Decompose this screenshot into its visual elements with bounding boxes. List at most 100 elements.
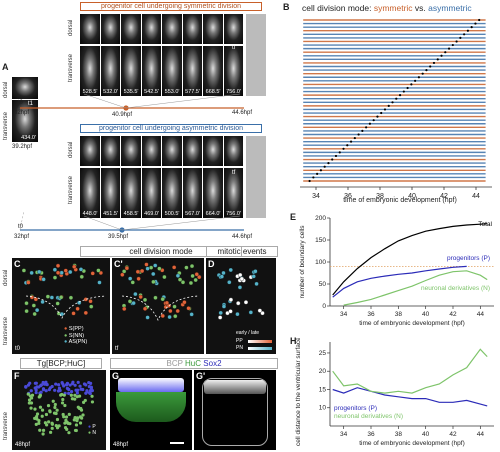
legend-snn: ● S(NN) [64,332,85,339]
panel-c-cell-dot [142,297,148,302]
sym-transverse-frame: 535.5' [121,46,141,96]
panel-g-huc-region [116,392,186,422]
asym-time-label: 567.0' [185,211,200,217]
panel-c-cell-dot [177,277,183,282]
sym-time-label: 553.0' [164,89,180,95]
panel-c-cell-dot [248,310,253,315]
panel-f-neuron-dot [67,431,71,435]
asym-transverse-frame: 567.0' [182,168,202,218]
panel-b-division-dot [368,122,372,125]
panel-g-sox2-band [118,378,184,392]
panel-f-neuron-dot [53,405,57,410]
chartE-y-tick-label: 50 [319,281,327,288]
panel-c-cell-dot [239,276,244,282]
asym-dorsal-frame [121,136,141,166]
panel-f-neuron-dot [41,428,46,432]
panel-f-neuron-dot [60,401,65,405]
asym-dorsal-label: dorsal [68,141,74,158]
panel-f-progenitor-dot [70,382,75,386]
asym-time-label: 469.0' [144,211,159,217]
panel-a-transverse-image: 434.0' [12,100,38,142]
panel-b-tick-label: 34 [312,193,320,200]
panel-c-cell-dot [243,300,249,305]
panel-f-neuron-dot [79,408,84,412]
asym-transverse-frame: 451.5' [100,168,120,218]
sym-tf: tf [232,45,236,51]
panel-c-cell-dot [71,311,76,316]
panel-f-neuron-dot [41,432,45,436]
asym-axis-mid: 39.5hpf [108,234,129,240]
panel-c-cell-dot [173,314,178,319]
panel-f-neuron-dot [35,412,40,416]
panel-c-cell-dot [24,301,29,306]
panel-f-neuron-dot [69,393,73,397]
panel-c-cell-dot [157,266,162,271]
panel-label-a: A [2,62,9,72]
panel-c-cell-dot [197,275,202,280]
panel-f-neuron-dot [65,427,69,431]
panel-c-cell-dot [228,297,234,302]
panel-f-neuron-dot [78,415,82,419]
panel-b-tick-label: 36 [344,193,352,200]
panel-f-legend-p-text: P [92,424,96,430]
panel-c-legend: ● S(PP) ● S(NN) ● AS(PN) [64,326,87,346]
panel-g-title-bcp: BCP [166,359,183,368]
panel-c-cell-dot [160,313,165,319]
panel-d-pn: PN [236,345,243,351]
panel-f-neuron-dot [74,423,79,427]
panel-b-division-dot [470,26,473,29]
panel-f-neuron-dot [47,420,51,424]
panel-c-cell-dot [63,268,68,273]
panel-c-cell-dot [153,263,158,268]
panel-f-progenitor-dot [88,391,92,396]
panel-b-division-dot [383,108,387,111]
sym-time-label: 535.5' [123,89,139,95]
panel-f-neuron-dot [65,420,69,424]
panel-f-progenitor-dot [73,383,77,387]
panel-b-division-dot [459,36,462,39]
panel-c-cell-dot [153,295,158,300]
panel-b-tick-label: 40 [408,193,416,200]
panel-c-cell-dot [172,304,177,309]
panel-f-progenitor-dot [68,383,72,387]
legend-spp: ● S(PP) [64,326,84,332]
panel-label-d: D [208,259,215,269]
panel-b-division-dot [451,43,454,47]
panel-f-neuron-dot [61,397,65,402]
panel-c-cell-dot [145,266,150,271]
panel-c-cell-dot [172,265,177,270]
panel-c-cell-dot [189,312,194,317]
panel-f-progenitor-dot [41,388,46,392]
chartE-y-tick-label: 100 [315,259,326,266]
panel-f-progenitor-dot [76,388,80,392]
panel-label-c2: C' [114,259,123,269]
panel-c-cell-dot [175,273,181,278]
panel-f-neuron-dot [35,417,39,421]
panel-c-cell-dot [24,308,29,314]
sym-t0: t0 [18,100,24,106]
panel-c-cell-dot [218,310,223,316]
panel-f-legend-n: ● N [88,430,97,436]
panel-g2-bcp-band [204,380,266,394]
panel-c-cell-dot [52,267,58,272]
panel-f-neuron-dot [27,398,32,402]
chartE-x-tick-label: 34 [340,311,348,318]
panel-f-progenitor-dot [53,388,57,392]
asym-dorsal-frame [100,136,120,166]
panel-c-cell-dot [55,301,60,306]
panel-f-legend-n-text: N [92,430,97,436]
asym-transverse-frame: 469.0' [141,168,161,218]
panel-f-neuron-dot [62,393,66,397]
panel-f-progenitor-dot [29,389,33,393]
asym-dorsal-frame [80,136,100,166]
panel-f-neuron-dot [44,412,49,417]
asym-axis-end: 44.6hpf [232,234,253,240]
chartH-x-tick-label: 42 [449,431,457,438]
sym-time-label: 542.5' [144,89,159,95]
panel-f-neuron-dot [55,408,59,412]
panel-c-cell-dot [189,263,195,269]
panel-f-neuron-dot [26,392,30,396]
panel-c-cell-dot [228,309,233,314]
sym-transverse-frame: 553.0' [162,46,182,96]
panel-f-image: F 48hpf ● P ● N [12,370,106,450]
